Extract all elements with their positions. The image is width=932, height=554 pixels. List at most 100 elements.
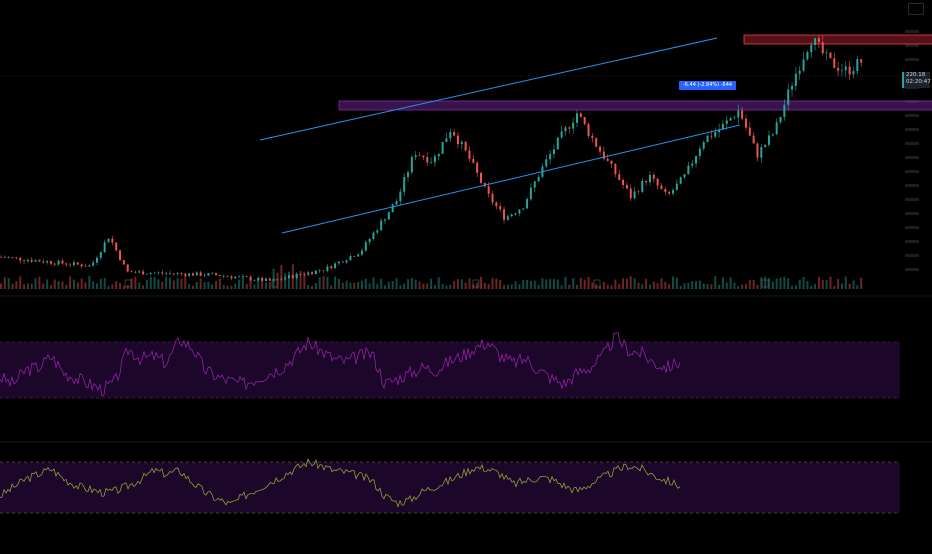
volume-bar [721, 277, 724, 289]
volume-bar [672, 276, 674, 289]
candle-body [92, 262, 95, 266]
volume-bar [353, 282, 356, 289]
volume-bar [610, 285, 613, 289]
zone-support-resistance [338, 100, 932, 111]
candle-body [111, 238, 114, 243]
volume-bar [387, 281, 390, 289]
candle-body [794, 73, 797, 86]
volume-bar [576, 285, 578, 289]
candle-body [783, 104, 786, 117]
candle-body [499, 206, 502, 210]
candle-body [483, 182, 486, 187]
candle-body [852, 71, 855, 75]
volume-bar [779, 277, 782, 289]
candle-body [203, 275, 206, 277]
volume-bar [99, 279, 102, 289]
volume-bar [430, 278, 433, 289]
candle-body [744, 118, 747, 128]
candle-body [572, 122, 575, 129]
price-axis-tick [905, 30, 919, 33]
volume-bar [464, 282, 467, 289]
candle-body [725, 120, 728, 124]
volume-bar [844, 276, 847, 289]
candle-body [771, 134, 774, 136]
candle-body [226, 275, 229, 277]
volume-bar [491, 277, 494, 289]
candle-body [99, 252, 102, 258]
candle-body [418, 155, 421, 156]
volume-bar [376, 283, 379, 289]
volume-bar [145, 279, 148, 289]
event-marker [472, 279, 480, 288]
volume-bar [664, 281, 667, 289]
candle-body [445, 138, 448, 142]
volume-bar [614, 279, 617, 289]
volume-bar [641, 284, 644, 289]
candle-body [46, 261, 49, 263]
volume-bar [725, 282, 728, 289]
candle-body [3, 257, 6, 258]
candle-body [357, 254, 360, 257]
volume-bar [583, 279, 586, 289]
volume-bar [656, 283, 659, 289]
volume-bar [625, 278, 628, 289]
volume-bar [42, 283, 45, 289]
volume-bar [648, 284, 651, 289]
volume-bar [775, 278, 778, 289]
volume-bar [652, 281, 655, 289]
volume-bar [537, 284, 540, 289]
volume-bar [241, 276, 244, 289]
candle-body [134, 272, 137, 273]
volume-bar [245, 283, 248, 289]
candle-body [107, 238, 110, 243]
candle-body [30, 260, 33, 262]
settings-icon[interactable] [908, 3, 924, 15]
volume-bar [280, 264, 283, 289]
candle-body [314, 270, 317, 275]
volume-bar [499, 280, 502, 289]
volume-bar [238, 279, 241, 289]
candle-body [391, 204, 394, 213]
volume-bar [414, 280, 417, 289]
candle-body [614, 163, 617, 175]
candle-body [218, 275, 221, 277]
volume-bar [468, 278, 471, 289]
event-marker [124, 279, 132, 288]
price-axis-tick [905, 226, 919, 229]
candle-body [591, 135, 594, 139]
volume-bar [149, 276, 152, 289]
volume-bar [852, 280, 855, 289]
candle-body [714, 132, 717, 137]
candle-body [606, 158, 609, 161]
candle-body [234, 276, 237, 279]
volume-bar [756, 284, 759, 289]
volume-bar [668, 284, 671, 289]
volume-bar [295, 273, 298, 289]
volume-bar [683, 283, 686, 289]
volume-bar [514, 281, 517, 289]
candle-body [384, 219, 386, 221]
candle-body [599, 146, 602, 152]
volume-bar [529, 280, 532, 289]
volume-bar [595, 284, 598, 289]
volume-bar [564, 276, 567, 289]
volume-bar [541, 278, 544, 289]
volume-bar [599, 285, 602, 289]
volume-bar [833, 285, 836, 289]
oscillator-line [0, 331, 681, 397]
candle-body [84, 266, 87, 267]
candle-body [775, 122, 778, 135]
volume-bar [134, 276, 137, 289]
volume-bar [322, 276, 325, 289]
volume-bar [633, 278, 636, 289]
candle-body [687, 165, 690, 175]
candle-body [422, 155, 425, 158]
candle-body [802, 59, 805, 71]
candle-body [748, 127, 751, 136]
candle-body [291, 275, 294, 279]
candle-body [15, 257, 18, 258]
candle-body [840, 70, 843, 71]
candle-body [119, 250, 122, 261]
